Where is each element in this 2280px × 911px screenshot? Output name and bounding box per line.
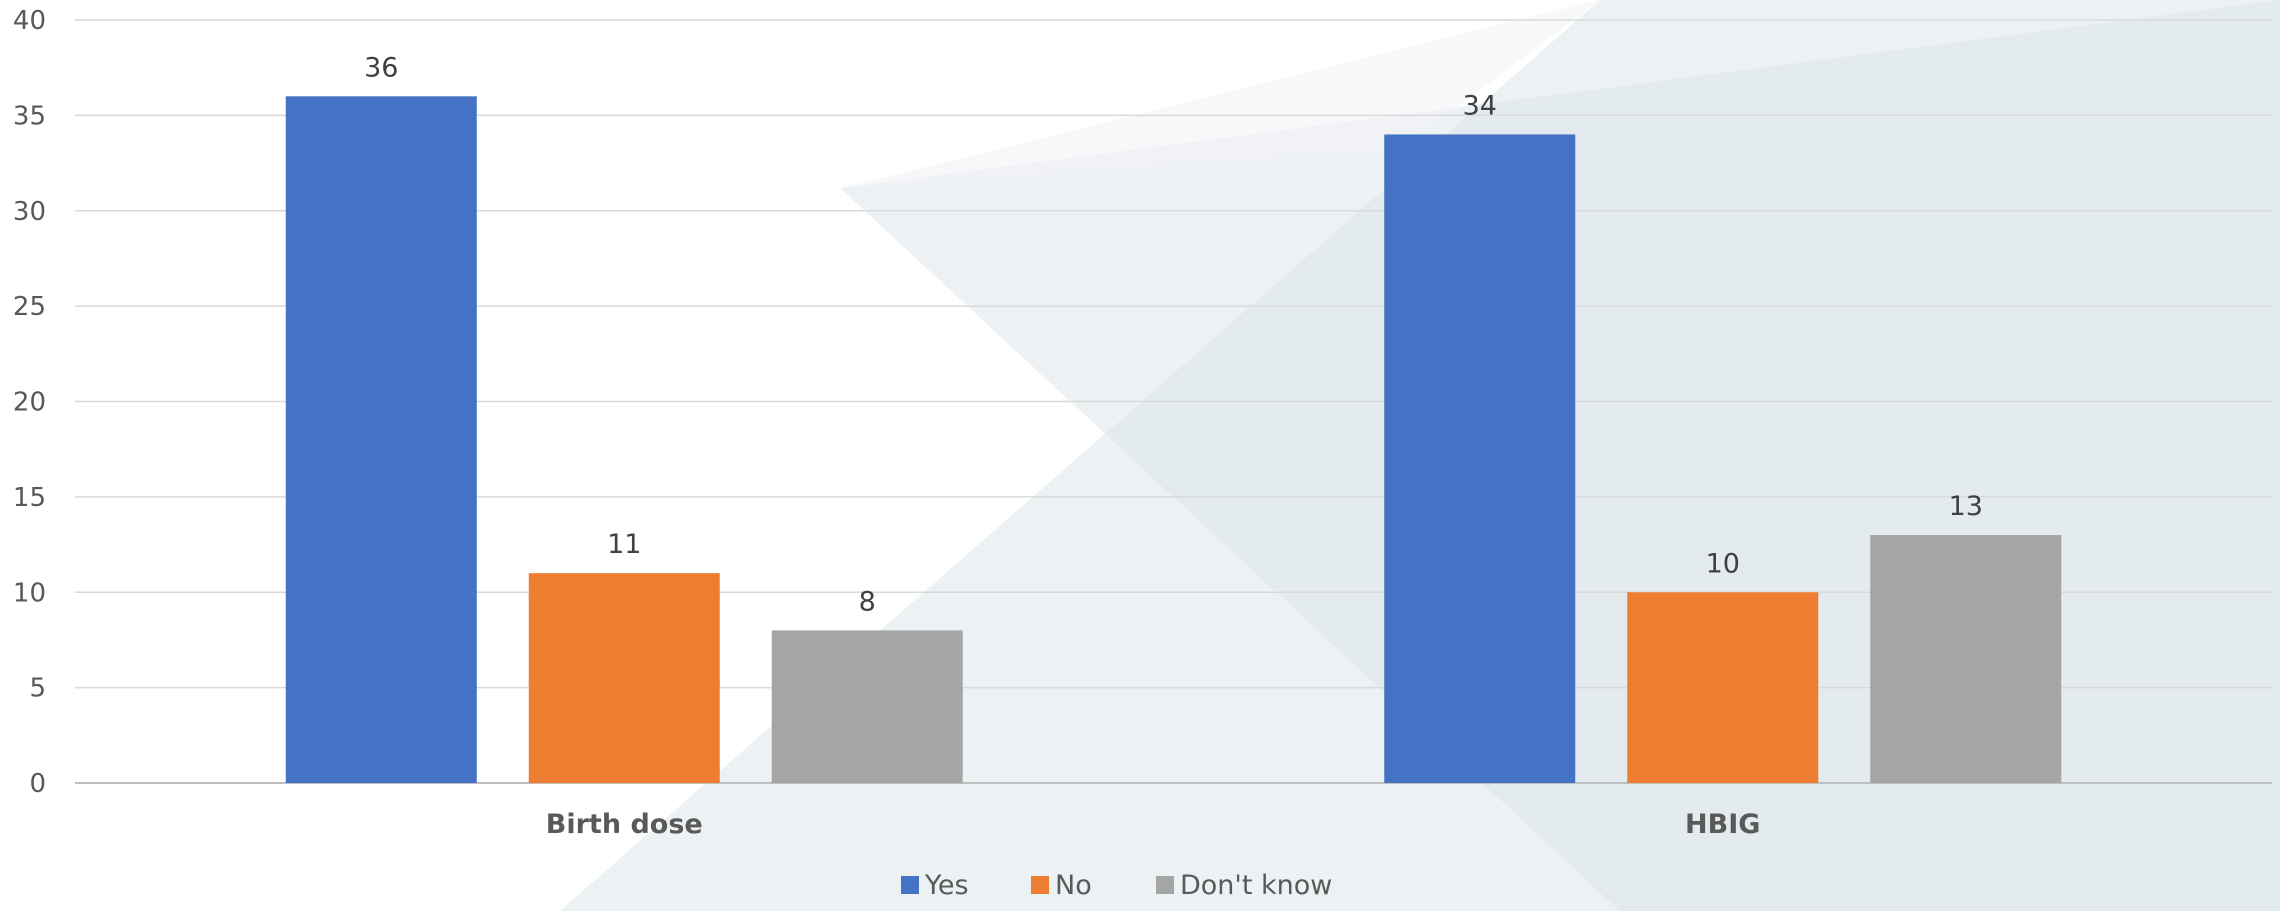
category-label: Birth dose — [546, 809, 703, 840]
legend-label: Don't know — [1180, 870, 1332, 901]
category-label: HBIG — [1685, 809, 1760, 840]
data-label: 13 — [1949, 491, 1983, 522]
y-tick-label: 10 — [13, 578, 46, 608]
legend-swatch — [1031, 876, 1049, 894]
y-tick-label: 30 — [13, 197, 46, 227]
legend-label: No — [1055, 870, 1092, 901]
bar — [1384, 134, 1576, 783]
data-label: 8 — [859, 586, 876, 617]
data-label: 11 — [607, 529, 641, 560]
bar — [1870, 535, 2062, 783]
legend-swatch — [901, 876, 919, 894]
data-label: 36 — [364, 52, 398, 83]
y-axis-tick-labels: 0 5 10 15 20 25 30 35 40 — [13, 6, 46, 799]
bar — [285, 96, 477, 784]
y-tick-label: 5 — [29, 674, 46, 704]
legend-swatch — [1156, 876, 1174, 894]
bar — [1627, 592, 1819, 783]
legend: Yes No Don't know — [901, 870, 1332, 901]
y-tick-label: 20 — [13, 388, 46, 418]
y-tick-label: 25 — [13, 292, 46, 322]
y-tick-label: 15 — [13, 483, 46, 513]
data-label: 34 — [1463, 90, 1497, 121]
y-tick-label: 40 — [13, 6, 46, 36]
bar — [528, 573, 720, 783]
data-labels: 36 11 8 34 10 13 — [364, 52, 1983, 617]
data-label: 10 — [1706, 548, 1740, 579]
bar — [771, 630, 963, 783]
bars — [285, 96, 2062, 784]
y-tick-label: 0 — [29, 769, 46, 799]
x-axis-category-labels: Birth dose HBIG — [546, 809, 1761, 840]
y-tick-label: 35 — [13, 101, 46, 131]
legend-label: Yes — [924, 870, 969, 901]
